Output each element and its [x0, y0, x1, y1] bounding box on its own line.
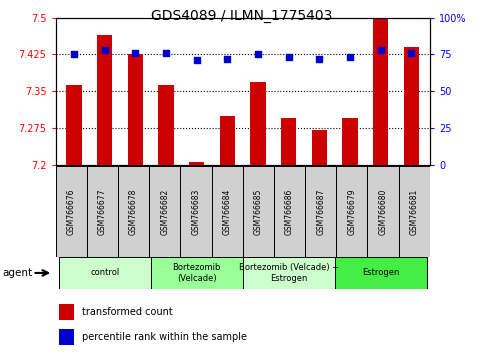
Text: GSM766685: GSM766685 — [254, 188, 263, 235]
Point — [193, 57, 200, 63]
Text: GSM766677: GSM766677 — [98, 188, 107, 235]
Bar — [118, 166, 149, 257]
Bar — [373, 18, 388, 165]
Point — [162, 50, 170, 56]
Bar — [335, 257, 427, 289]
Bar — [243, 166, 274, 257]
Bar — [59, 329, 74, 345]
Point — [70, 52, 78, 57]
Text: GSM766682: GSM766682 — [160, 188, 169, 235]
Point — [101, 47, 109, 53]
Bar — [97, 35, 113, 165]
Point — [408, 50, 415, 56]
Point — [315, 56, 323, 62]
Bar — [305, 166, 336, 257]
Bar — [189, 162, 204, 165]
Bar — [149, 166, 180, 257]
Bar — [151, 257, 243, 289]
Text: GSM766687: GSM766687 — [316, 188, 325, 235]
Bar — [398, 166, 430, 257]
Bar — [274, 166, 305, 257]
Text: GSM766680: GSM766680 — [379, 188, 387, 235]
Point — [377, 47, 384, 53]
Point — [131, 50, 139, 56]
Bar — [336, 166, 368, 257]
Bar — [180, 166, 212, 257]
Text: percentile rank within the sample: percentile rank within the sample — [82, 332, 247, 342]
Bar — [368, 166, 398, 257]
Text: GSM766683: GSM766683 — [191, 188, 200, 235]
Point — [346, 55, 354, 60]
Bar — [342, 118, 358, 165]
Text: GSM766681: GSM766681 — [410, 188, 419, 235]
Bar — [128, 55, 143, 165]
Bar — [58, 257, 151, 289]
Bar — [250, 82, 266, 165]
Bar — [312, 130, 327, 165]
Bar — [66, 85, 82, 165]
Bar — [404, 47, 419, 165]
Text: GSM766684: GSM766684 — [223, 188, 232, 235]
Text: GSM766686: GSM766686 — [285, 188, 294, 235]
Text: GSM766678: GSM766678 — [129, 188, 138, 235]
Text: Estrogen: Estrogen — [362, 268, 399, 278]
Text: GDS4089 / ILMN_1775403: GDS4089 / ILMN_1775403 — [151, 9, 332, 23]
Bar — [212, 166, 243, 257]
Bar — [56, 166, 87, 257]
Bar — [243, 257, 335, 289]
Text: Bortezomib (Velcade) +
Estrogen: Bortezomib (Velcade) + Estrogen — [239, 263, 339, 282]
Bar — [59, 304, 74, 320]
Bar — [158, 85, 174, 165]
Text: transformed count: transformed count — [82, 307, 172, 317]
Text: GSM766676: GSM766676 — [67, 188, 76, 235]
Text: GSM766679: GSM766679 — [347, 188, 356, 235]
Text: Bortezomib
(Velcade): Bortezomib (Velcade) — [172, 263, 221, 282]
Bar — [281, 118, 297, 165]
Text: control: control — [90, 268, 119, 278]
Bar — [87, 166, 118, 257]
Bar — [220, 116, 235, 165]
Text: agent: agent — [2, 268, 32, 278]
Point — [254, 52, 262, 57]
Point — [224, 56, 231, 62]
Point — [285, 55, 293, 60]
